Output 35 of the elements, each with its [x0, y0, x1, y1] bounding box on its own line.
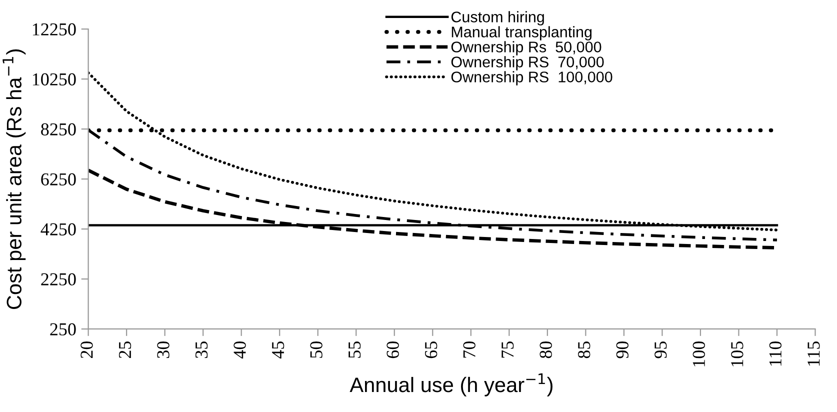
y-tick-label: 2250 — [41, 273, 76, 286]
x-tick-label: 100 — [692, 341, 705, 366]
y-tick-label: 10250 — [32, 73, 76, 86]
x-tick-label: 80 — [540, 341, 552, 358]
y-axis-title: Cost per unit area (Rs ha$^{−1}$) — [2, 49, 26, 309]
x-tick-label: 30 — [157, 341, 170, 358]
legend-label: Ownership Rs 50,000 — [451, 41, 602, 56]
legend-label: Ownership RS 100,000 — [451, 71, 612, 86]
legend-label: Ownership RS 70,000 — [451, 56, 604, 70]
x-tick-label: 85 — [578, 341, 590, 358]
x-tick-label: 90 — [616, 341, 628, 358]
y-tick-label: 250 — [50, 323, 76, 336]
x-tick-label: 50 — [310, 341, 322, 358]
legend-label: Manual transplanting — [452, 26, 592, 40]
x-tick-label: 70 — [463, 341, 476, 358]
x-tick-label: 45 — [272, 341, 284, 358]
x-tick-label: 20 — [80, 341, 93, 358]
x-tick-label: 115 — [808, 341, 820, 366]
x-tick-label: 110 — [769, 341, 782, 366]
x-tick-label: 60 — [386, 341, 399, 358]
x-tick-label: 65 — [425, 341, 438, 358]
x-tick-label: 105 — [731, 341, 744, 366]
x-axis-title: Annual use (h year$^{−1}$) — [350, 373, 552, 396]
x-tick-label: 35 — [195, 341, 208, 358]
x-tick-label: 95 — [654, 341, 667, 358]
y-tick-label: 4250 — [40, 223, 76, 236]
y-tick-label: 8250 — [41, 123, 76, 136]
y-tick-label: 6250 — [41, 173, 76, 186]
y-tick-label: 12250 — [32, 23, 76, 36]
x-tick-label: 55 — [348, 341, 361, 358]
x-tick-label: 25 — [118, 341, 132, 358]
line-series — [88, 71, 778, 232]
x-tick-label: 75 — [502, 341, 514, 358]
legend-label: Custom hiring — [451, 11, 544, 26]
x-tick-label: 40 — [234, 341, 246, 358]
